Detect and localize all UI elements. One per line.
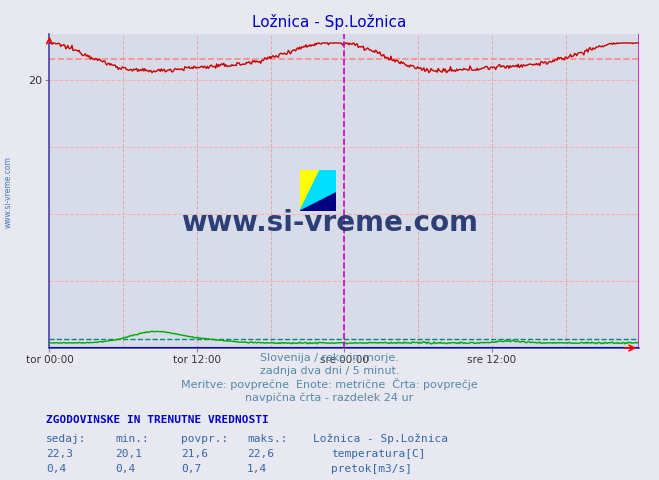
Polygon shape (300, 170, 320, 211)
Text: 0,4: 0,4 (115, 464, 136, 474)
Text: maks.:: maks.: (247, 433, 287, 444)
Text: 20,1: 20,1 (115, 449, 142, 459)
Text: 0,4: 0,4 (46, 464, 67, 474)
Text: min.:: min.: (115, 433, 149, 444)
Text: pretok[m3/s]: pretok[m3/s] (331, 464, 413, 474)
Text: navpična črta - razdelek 24 ur: navpična črta - razdelek 24 ur (245, 393, 414, 403)
Text: 21,6: 21,6 (181, 449, 208, 459)
Text: Ložnica - Sp.Ložnica: Ložnica - Sp.Ložnica (252, 13, 407, 30)
Text: povpr.:: povpr.: (181, 433, 229, 444)
Polygon shape (300, 193, 336, 211)
Text: ZGODOVINSKE IN TRENUTNE VREDNOSTI: ZGODOVINSKE IN TRENUTNE VREDNOSTI (46, 415, 269, 425)
Text: Meritve: povprečne  Enote: metrične  Črta: povprečje: Meritve: povprečne Enote: metrične Črta:… (181, 378, 478, 390)
Text: 0,7: 0,7 (181, 464, 202, 474)
Text: 22,6: 22,6 (247, 449, 274, 459)
Text: sedaj:: sedaj: (46, 433, 86, 444)
Text: 22,3: 22,3 (46, 449, 73, 459)
Text: temperatura[C]: temperatura[C] (331, 449, 426, 459)
Text: www.si-vreme.com: www.si-vreme.com (4, 156, 13, 228)
Text: Ložnica - Sp.Ložnica: Ložnica - Sp.Ložnica (313, 433, 448, 444)
Text: Slovenija / reke in morje.: Slovenija / reke in morje. (260, 353, 399, 363)
Text: 1,4: 1,4 (247, 464, 268, 474)
Polygon shape (300, 170, 336, 211)
Text: www.si-vreme.com: www.si-vreme.com (181, 209, 478, 237)
Text: zadnja dva dni / 5 minut.: zadnja dva dni / 5 minut. (260, 366, 399, 376)
